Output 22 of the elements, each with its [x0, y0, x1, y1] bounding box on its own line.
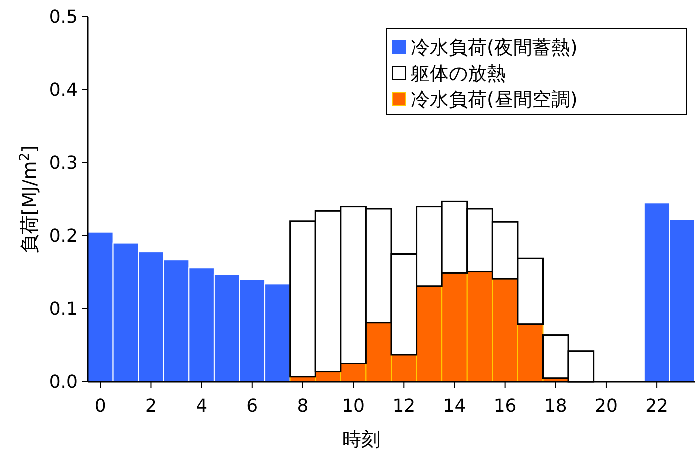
x-tick-label: 16: [494, 396, 517, 417]
x-tick-label: 20: [595, 396, 618, 417]
x-tick-label: 2: [146, 396, 157, 417]
legend-label: 躯体の放熱: [411, 63, 506, 85]
y-tick-label: 0.0: [49, 372, 78, 393]
x-tick-label: 8: [297, 396, 309, 417]
x-tick-label: 4: [196, 396, 208, 417]
x-tick-label: 18: [544, 396, 568, 417]
y-tick-label: 0.1: [49, 299, 78, 320]
legend-label: 冷水負荷(夜間蓄熱): [411, 37, 578, 59]
y-tick-label: 0.4: [49, 80, 78, 101]
x-tick-label: 14: [443, 396, 466, 417]
y-tick-label: 0.5: [49, 7, 78, 28]
y-tick-label: 0.3: [49, 153, 78, 174]
x-tick-label: 10: [342, 396, 366, 417]
x-tick-label: 12: [392, 396, 416, 417]
y-tick-label: 0.2: [49, 226, 78, 247]
x-tick-label: 6: [246, 396, 258, 417]
legend-label: 冷水負荷(昼間空調): [411, 89, 578, 111]
x-tick-label: 22: [646, 396, 669, 417]
x-axis-title: 時刻: [342, 429, 380, 450]
x-tick-label: 0: [94, 396, 106, 417]
